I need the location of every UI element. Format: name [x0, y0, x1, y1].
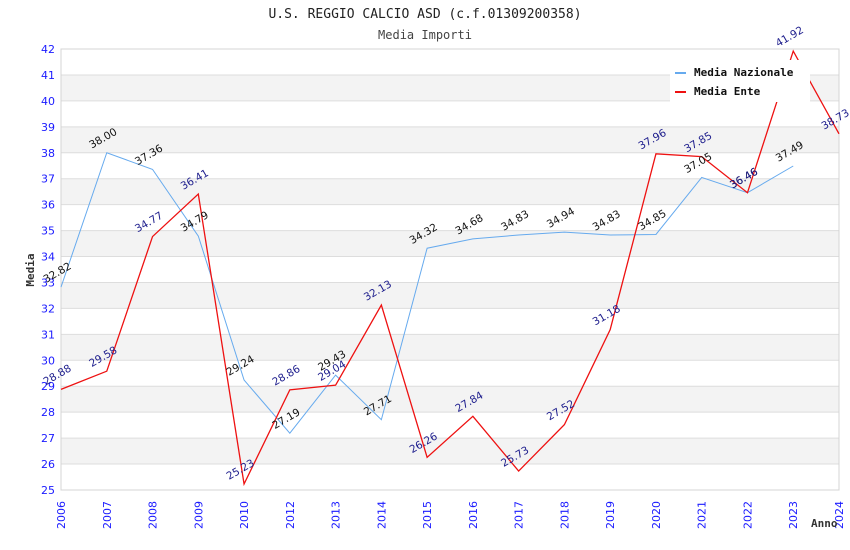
grid-band — [61, 386, 839, 413]
grid-bands — [61, 74, 839, 465]
series-group — [60, 49, 840, 487]
x-tick-label: 2013 — [330, 501, 343, 529]
legend: Media Nazionale Media Ente — [670, 60, 810, 102]
x-tick-label: 2020 — [650, 501, 663, 529]
y-tick-label: 31 — [41, 328, 55, 341]
x-tick-label: 2010 — [238, 501, 251, 529]
data-label: 34.94 — [545, 205, 577, 231]
x-tick-label: 2021 — [696, 501, 709, 529]
x-axis-ticks: 2006 2007 2008 2009 2010 2012 2013 2014 2015 2016… — [55, 501, 846, 529]
legend-label-media-ente: Media Ente — [694, 85, 761, 98]
data-label: 28.86 — [270, 363, 302, 389]
x-tick-label: 2015 — [421, 501, 434, 529]
series-line-media-ente — [60, 49, 840, 487]
x-tick-label: 2019 — [604, 501, 617, 529]
x-tick-label: 2017 — [513, 501, 526, 529]
legend-box — [670, 60, 810, 102]
y-tick-label: 42 — [41, 43, 55, 56]
y-tick-label: 41 — [41, 69, 55, 82]
x-tick-label: 2022 — [741, 501, 754, 529]
y-tick-label: 26 — [41, 458, 55, 471]
y-tick-label: 29 — [41, 380, 55, 393]
chart-title: U.S. REGGIO CALCIO ASD (c.f.01309200358) — [268, 7, 581, 22]
y-tick-label: 33 — [41, 276, 55, 289]
x-tick-label: 2014 — [375, 501, 388, 529]
data-label: 32.82 — [42, 260, 74, 285]
grid-band — [61, 334, 839, 361]
y-tick-label: 38 — [41, 147, 55, 160]
y-tick-label: 30 — [41, 354, 55, 367]
x-tick-label: 2008 — [147, 501, 160, 529]
y-tick-label: 37 — [41, 173, 55, 186]
chart-subtitle: Media Importi — [378, 28, 472, 42]
grid-band — [61, 178, 839, 205]
x-tick-label: 2023 — [787, 501, 800, 529]
x-tick-label: 2009 — [192, 501, 205, 529]
y-tick-label: 27 — [41, 432, 55, 445]
grid-band — [61, 126, 839, 153]
grid-band — [61, 282, 839, 309]
x-tick-label: 2024 — [833, 501, 846, 529]
data-label: 34.83 — [499, 208, 531, 233]
x-axis-label: Anno — [811, 517, 838, 530]
y-tick-label: 39 — [41, 121, 55, 134]
y-axis-label: Media — [24, 253, 37, 286]
legend-label-media-nazionale: Media Nazionale — [694, 66, 794, 79]
grid-band — [61, 438, 839, 465]
x-tick-label: 2018 — [558, 501, 571, 529]
x-tick-label: 2007 — [101, 501, 114, 529]
y-tick-label: 36 — [41, 199, 55, 212]
plot-area-border — [60, 48, 840, 491]
y-tick-label: 35 — [41, 225, 55, 238]
data-label: 41.92 — [774, 24, 806, 49]
y-tick-label: 40 — [41, 95, 55, 108]
y-axis-ticks: 25 26 27 28 29 30 31 32 33 34 35 36 37 38 39 40 41 42 — [41, 43, 55, 497]
y-tick-label: 25 — [41, 484, 55, 497]
data-label: 34.83 — [591, 208, 623, 233]
x-tick-label: 2016 — [467, 501, 480, 529]
y-tick-label: 34 — [41, 251, 55, 264]
x-tick-label: 2012 — [284, 501, 297, 529]
x-tick-label: 2006 — [55, 501, 68, 529]
y-tick-label: 28 — [41, 406, 55, 419]
y-tick-label: 32 — [41, 302, 55, 315]
